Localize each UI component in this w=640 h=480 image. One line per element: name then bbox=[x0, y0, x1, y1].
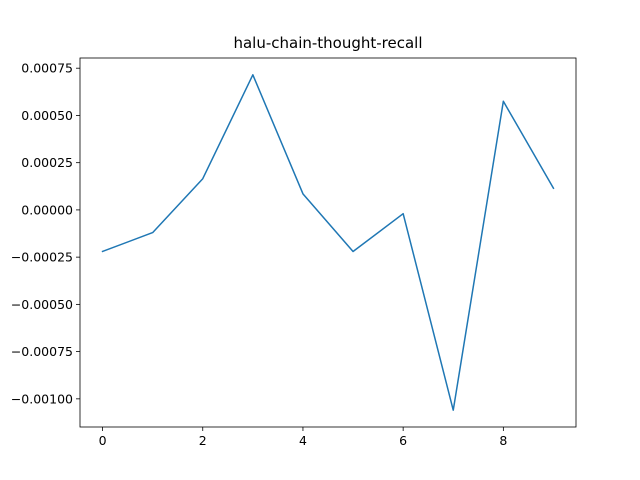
x-axis-ticks: 0 2 4 6 8 bbox=[99, 427, 507, 448]
series-lines bbox=[101, 74, 555, 411]
y-axis-ticks: 0.00075 0.00050 0.00025 0.00000 −0.00025 −0.0… bbox=[11, 61, 80, 406]
y-tick-label: −0.00050 bbox=[11, 297, 73, 312]
x-tick-label: 0 bbox=[99, 433, 107, 448]
chart-title: halu-chain-thought-recall bbox=[233, 34, 422, 52]
y-tick-label: 0.00050 bbox=[21, 108, 73, 123]
x-tick-label: 4 bbox=[299, 433, 307, 448]
y-tick-label: −0.00100 bbox=[11, 391, 73, 406]
x-tick-label: 2 bbox=[199, 433, 207, 448]
x-tick-label: 6 bbox=[399, 433, 407, 448]
y-tick-label: −0.00025 bbox=[11, 250, 73, 265]
y-tick-label: 0.00075 bbox=[21, 61, 73, 76]
y-tick-label: 0.00025 bbox=[21, 155, 73, 170]
x-tick-label: 8 bbox=[499, 433, 507, 448]
plot-area-frame bbox=[79, 57, 577, 428]
y-tick-label: 0.00000 bbox=[21, 202, 73, 217]
series-line bbox=[101, 74, 555, 411]
y-tick-label: −0.00075 bbox=[11, 344, 73, 359]
